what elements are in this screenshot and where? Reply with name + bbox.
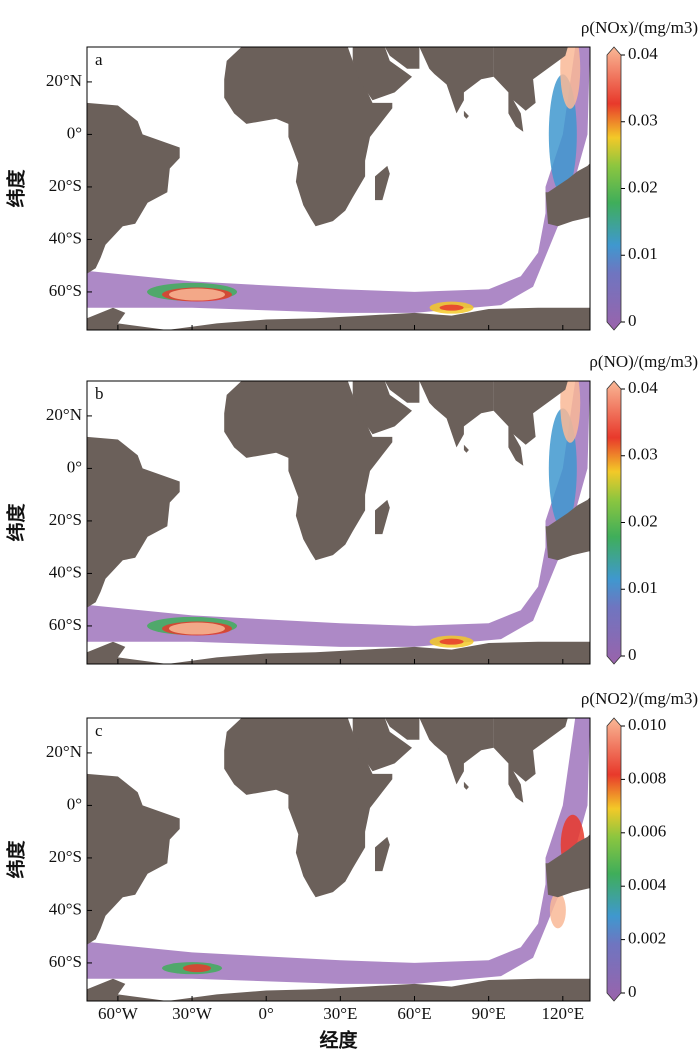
colorbar-tick-label: 0.002 [628, 929, 666, 948]
land [463, 110, 469, 119]
land [384, 381, 420, 403]
y-tick-label: 20°S [49, 510, 82, 529]
land [352, 47, 412, 101]
colorbar-title: ρ(NO2)/(mg/m3) [581, 689, 698, 708]
land [419, 381, 494, 448]
x-tick-label: 60°E [397, 1004, 431, 1023]
panel-label: b [95, 384, 104, 403]
land [545, 497, 590, 561]
land [384, 718, 420, 740]
colorbar-tick-label: 0.004 [628, 875, 667, 894]
x-tick-label: 30°E [323, 1004, 357, 1023]
colorbar-tick-label: 0 [628, 982, 637, 1001]
colorbar-tick-label: 0.04 [628, 378, 658, 397]
y-tick-label: 0° [67, 457, 82, 476]
ship-track [87, 718, 590, 984]
colorbar [606, 717, 622, 1002]
land [87, 307, 590, 330]
land [352, 718, 412, 772]
colorbar-tick-label: 0.010 [628, 715, 666, 734]
x-tick-label: 90°E [472, 1004, 506, 1023]
land [375, 165, 390, 201]
land [384, 47, 420, 69]
track-hotspot [439, 304, 464, 311]
y-axis-label: 纬度 [4, 840, 27, 879]
land [87, 436, 180, 608]
track-hotspot [182, 964, 211, 973]
colorbar-tick-label: 0.03 [628, 445, 658, 464]
colorbar-tick-label: 0.008 [628, 768, 666, 787]
colorbar-tick-label: 0.02 [628, 511, 658, 530]
map-panel [87, 718, 590, 1001]
track-hotspot [168, 622, 225, 635]
y-tick-label: 60°S [49, 952, 82, 971]
land [375, 836, 390, 872]
track-hotspot [439, 638, 464, 645]
colorbar-title: ρ(NOx)/(mg/m3) [581, 18, 698, 37]
land [352, 381, 412, 435]
land [463, 444, 469, 453]
map-panel [87, 381, 590, 664]
map-frame [86, 717, 591, 1002]
track-hotspot [168, 288, 225, 301]
land [87, 102, 180, 274]
ship-track [87, 381, 590, 647]
x-tick-label: 0° [259, 1004, 274, 1023]
land [545, 163, 590, 227]
colorbar-tick-label: 0 [628, 645, 637, 664]
colorbar-tick-label: 0 [628, 311, 637, 330]
y-tick-label: 40°S [49, 899, 82, 918]
y-tick-label: 0° [67, 794, 82, 813]
colorbar [606, 46, 622, 331]
colorbar-tick-label: 0.04 [628, 44, 658, 63]
track-hotspot [549, 892, 566, 929]
land [419, 718, 494, 785]
x-axis-label: 经度 [319, 1028, 358, 1051]
colorbar-tick-label: 0.006 [628, 822, 666, 841]
land [224, 47, 393, 227]
land [224, 381, 393, 561]
x-tick-label: 30°W [172, 1004, 213, 1023]
land [419, 47, 494, 114]
land [375, 499, 390, 535]
map-panel [87, 47, 590, 330]
colorbar-tick-label: 0.03 [628, 111, 658, 130]
x-tick-label: 60°W [98, 1004, 139, 1023]
panel-label: c [95, 721, 103, 740]
y-tick-label: 20°S [49, 176, 82, 195]
track-hotspot [560, 381, 581, 443]
track-hotspot [560, 47, 581, 109]
y-tick-label: 20°N [46, 71, 82, 90]
y-tick-label: 40°S [49, 562, 82, 581]
land [493, 47, 568, 132]
y-axis-label: 纬度 [4, 169, 27, 208]
y-tick-label: 20°S [49, 847, 82, 866]
colorbar [606, 380, 622, 665]
land [87, 641, 590, 664]
x-tick-label: 120°E [541, 1004, 584, 1023]
ship-track [87, 47, 590, 313]
colorbar-tick-label: 0.01 [628, 244, 658, 263]
land [463, 781, 469, 790]
colorbar-title: ρ(NO)/(mg/m3) [589, 352, 698, 371]
land [493, 718, 568, 803]
land [545, 834, 590, 898]
map-frame [86, 46, 591, 331]
panel-label: a [95, 50, 103, 69]
land [224, 718, 393, 898]
land [87, 978, 590, 1001]
y-tick-label: 20°N [46, 742, 82, 761]
land [493, 381, 568, 466]
y-tick-label: 60°S [49, 615, 82, 634]
colorbar-tick-label: 0.01 [628, 578, 658, 597]
y-tick-label: 20°N [46, 405, 82, 424]
colorbar-tick-label: 0.02 [628, 177, 658, 196]
map-frame [86, 380, 591, 665]
y-tick-label: 60°S [49, 281, 82, 300]
y-axis-label: 纬度 [4, 503, 27, 542]
y-tick-label: 0° [67, 123, 82, 142]
y-tick-label: 40°S [49, 228, 82, 247]
land [87, 773, 180, 945]
